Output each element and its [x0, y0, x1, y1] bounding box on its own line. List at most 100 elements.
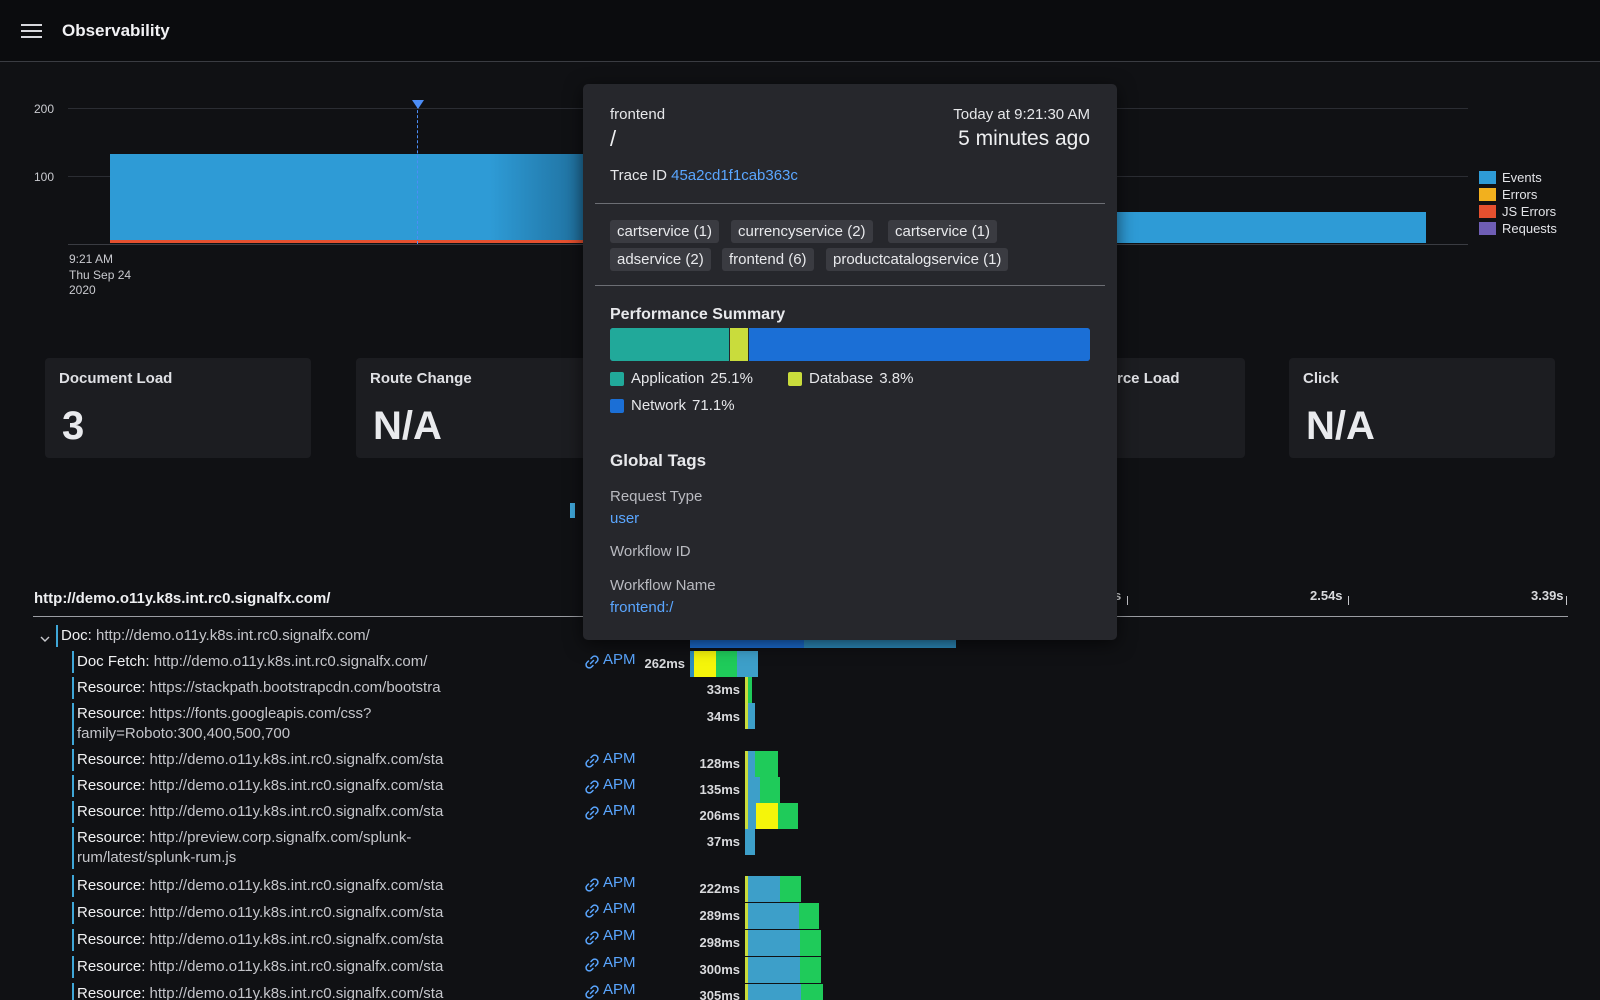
app-title: Observability — [62, 21, 170, 40]
list-item[interactable]: Resource: http://preview.corp.signalfx.c… — [72, 828, 472, 868]
timing-segment — [745, 703, 748, 729]
timing-segment — [748, 930, 800, 956]
legend-label: Errors — [1502, 187, 1538, 202]
timing-segment — [800, 957, 821, 983]
legend-label: Events — [1502, 170, 1542, 185]
timing-segment — [748, 677, 752, 703]
legend-js-errors[interactable]: JS Errors — [1479, 204, 1556, 220]
trace-id-link[interactable]: 45a2cd1f1cab363c — [671, 167, 798, 184]
perf-legend-database: Database 3.8% — [788, 370, 913, 387]
link-icon — [585, 655, 599, 669]
row-indent-line — [72, 703, 74, 745]
menu-icon[interactable] — [21, 24, 42, 39]
timing-segment — [745, 876, 748, 902]
list-item[interactable]: Doc Fetch: http://demo.o11y.k8s.int.rc0.… — [72, 652, 472, 672]
timing-segment — [748, 803, 756, 829]
perf-label: Application — [631, 370, 705, 387]
card-value: N/A — [373, 404, 442, 448]
link-icon — [585, 985, 599, 999]
list-item[interactable]: Resource: http://demo.o11y.k8s.int.rc0.s… — [72, 957, 472, 977]
x-start-year: 2020 — [69, 283, 96, 297]
y-tick-label: 100 — [34, 170, 55, 184]
apm-label: APM — [603, 776, 636, 793]
chevron-down-icon[interactable] — [40, 631, 50, 642]
row-url: http://demo.o11y.k8s.int.rc0.signalfx.co… — [149, 931, 444, 948]
legend-requests[interactable]: Requests — [1479, 221, 1557, 237]
list-item[interactable]: Resource: https://stackpath.bootstrapcdn… — [72, 678, 472, 698]
metric-card-route-change[interactable]: Route Change N/A — [356, 358, 622, 458]
row-indent-line — [72, 956, 74, 978]
service-chip[interactable]: cartservice (1) — [610, 220, 720, 243]
timeline-tick-label: 3.39s — [1531, 588, 1564, 603]
list-item[interactable]: Resource: http://demo.o11y.k8s.int.rc0.s… — [72, 984, 472, 1000]
timing-segment — [800, 930, 821, 956]
row-url: http://preview.corp.signalfx.com/splunk- — [149, 829, 412, 846]
row-kind: Resource: — [77, 705, 146, 722]
popup-route: / — [610, 126, 617, 151]
row-url: http://demo.o11y.k8s.int.rc0.signalfx.co… — [149, 751, 444, 768]
apm-label: APM — [603, 900, 636, 917]
list-item[interactable]: Resource: http://demo.o11y.k8s.int.rc0.s… — [72, 750, 472, 770]
row-duration: 305ms — [699, 988, 740, 1000]
card-title: Route Change — [370, 370, 472, 387]
timing-segment — [745, 984, 748, 1000]
legend-events[interactable]: Events — [1479, 170, 1542, 186]
service-chip[interactable]: cartservice (1) — [888, 220, 998, 243]
events-bar[interactable] — [110, 154, 585, 242]
legend-errors[interactable]: Errors — [1479, 187, 1537, 203]
list-item[interactable]: Resource: http://demo.o11y.k8s.int.rc0.s… — [72, 876, 472, 896]
row-url: http://demo.o11y.k8s.int.rc0.signalfx.co… — [96, 627, 370, 644]
metric-card-click[interactable]: Click N/A — [1289, 358, 1555, 458]
timeline-tick-label: 2.54s — [1310, 588, 1343, 603]
row-indent-line — [72, 929, 74, 951]
row-duration: 34ms — [706, 709, 740, 724]
tag-value-link[interactable]: frontend:/ — [610, 599, 674, 616]
tab-indicator — [570, 503, 575, 518]
trace-id-row: Trace ID 45a2cd1f1cab363c — [610, 167, 798, 184]
row-duration: 206ms — [699, 808, 740, 823]
events-bar[interactable] — [1115, 212, 1426, 243]
service-chip[interactable]: frontend (6) — [722, 248, 814, 271]
legend-swatch — [1479, 188, 1496, 201]
service-chip[interactable]: currencyservice (2) — [731, 220, 873, 243]
perf-segment-database — [730, 328, 749, 361]
divider — [595, 203, 1105, 204]
card-value: 3 — [62, 404, 85, 448]
row-indent-line — [56, 625, 58, 647]
card-title: Document Load — [59, 370, 173, 387]
performance-summary-title: Performance Summary — [610, 306, 786, 323]
list-item[interactable]: Doc: http://demo.o11y.k8s.int.rc0.signal… — [56, 626, 476, 646]
timing-segment — [745, 903, 748, 929]
row-kind: Resource: — [77, 877, 146, 894]
list-item[interactable]: Resource: http://demo.o11y.k8s.int.rc0.s… — [72, 776, 472, 796]
row-duration: 298ms — [699, 935, 740, 950]
timing-segment — [745, 751, 748, 777]
timing-segment — [745, 829, 755, 855]
metric-card-document-load[interactable]: Document Load 3 — [45, 358, 311, 458]
service-chip[interactable]: adservice (2) — [610, 248, 711, 271]
list-item[interactable]: Resource: https://fonts.googleapis.com/c… — [72, 704, 472, 744]
perf-label: Database — [809, 370, 874, 387]
list-item[interactable]: Resource: http://demo.o11y.k8s.int.rc0.s… — [72, 903, 472, 923]
list-item[interactable]: Resource: http://demo.o11y.k8s.int.rc0.s… — [72, 802, 472, 822]
perf-legend-network: Network 71.1% — [610, 397, 735, 414]
card-title: rce Load — [1117, 370, 1180, 387]
row-duration: 300ms — [699, 962, 740, 977]
timing-segment — [745, 677, 748, 703]
row-duration: 289ms — [699, 908, 740, 923]
time-cursor-marker-icon[interactable] — [412, 100, 424, 109]
timing-segment — [690, 651, 694, 677]
timing-segment — [716, 651, 737, 677]
row-kind: Resource: — [77, 958, 146, 975]
row-indent-line — [72, 677, 74, 699]
x-start-date: Thu Sep 24 — [69, 267, 132, 282]
link-icon — [585, 958, 599, 972]
time-cursor-line[interactable] — [417, 100, 418, 244]
service-chip[interactable]: productcatalogservice (1) — [826, 248, 1009, 271]
row-url: http://demo.o11y.k8s.int.rc0.signalfx.co… — [149, 877, 444, 894]
apm-label: APM — [603, 750, 636, 767]
tag-value-link[interactable]: user — [610, 510, 640, 527]
list-item[interactable]: Resource: http://demo.o11y.k8s.int.rc0.s… — [72, 930, 472, 950]
apm-link[interactable]: APM — [584, 981, 644, 1000]
divider — [595, 285, 1105, 286]
